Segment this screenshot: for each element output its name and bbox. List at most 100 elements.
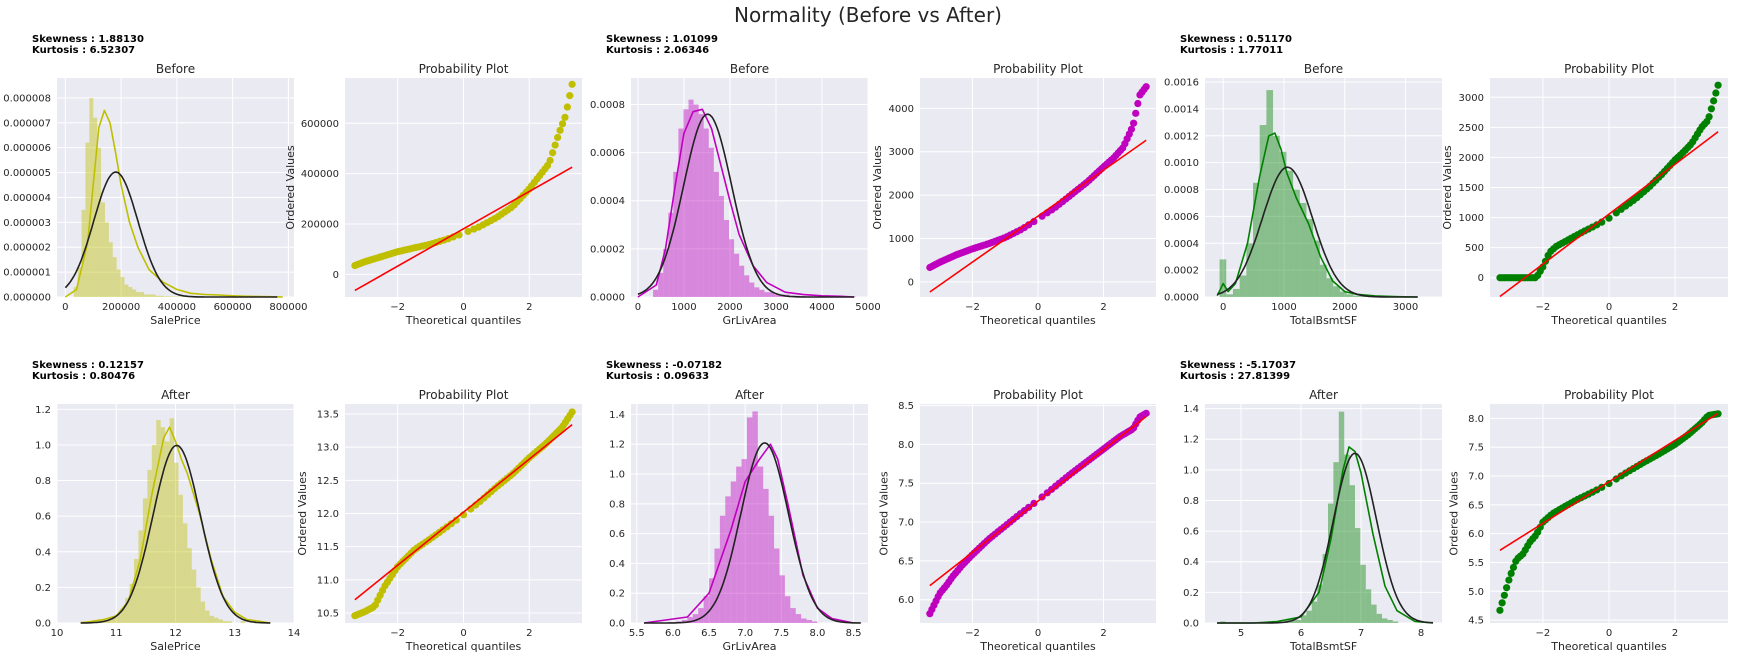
plot-area xyxy=(1205,78,1442,297)
histogram-bar xyxy=(734,253,740,297)
y-tick-label: 0.000006 xyxy=(3,143,51,154)
histogram-bar xyxy=(673,171,679,297)
histogram-bar xyxy=(754,287,760,297)
histogram-bar xyxy=(1246,243,1254,297)
y-tick-label: 7.0 xyxy=(898,518,914,529)
histogram-bar xyxy=(151,294,156,297)
histogram-bar xyxy=(200,601,206,623)
y-tick-label: 0.8 xyxy=(609,499,625,510)
y-tick-label: 12.0 xyxy=(317,509,339,520)
histogram-bar xyxy=(178,494,183,623)
y-tick-label: 0.6 xyxy=(609,529,625,540)
x-tick-label: 0 xyxy=(1606,628,1612,639)
x-tick-label: 3000 xyxy=(1393,302,1418,313)
y-tick-label: 0.000007 xyxy=(3,118,51,129)
histogram-bar xyxy=(140,292,144,297)
histogram-bar xyxy=(681,620,688,623)
histogram-bar xyxy=(214,617,219,623)
panel-title: Probability Plot xyxy=(1564,62,1654,76)
y-tick-label: 13.5 xyxy=(317,409,339,420)
x-tick-label: 2 xyxy=(526,302,532,313)
histogram-bar xyxy=(77,267,82,297)
histogram-bar xyxy=(1239,275,1247,297)
normal-fit-curve xyxy=(80,444,271,624)
y-tick-label: 1.0 xyxy=(35,440,51,451)
x-tick-label: −2 xyxy=(1536,628,1551,639)
panel-title: Probability Plot xyxy=(993,388,1083,402)
histogram-bar xyxy=(718,195,724,297)
histogram-bar xyxy=(93,117,98,298)
data-point xyxy=(556,126,564,134)
histogram-bar xyxy=(739,265,745,297)
data-point xyxy=(568,80,576,88)
y-axis-label: Ordered Values xyxy=(871,145,884,229)
histogram-bar xyxy=(132,289,137,297)
plot-area xyxy=(631,78,868,297)
histogram-bar xyxy=(163,296,168,297)
data-point xyxy=(1507,569,1515,577)
histogram-bar xyxy=(1353,295,1360,297)
x-tick-label: 0 xyxy=(1035,628,1041,639)
histogram-bar xyxy=(108,242,113,297)
panel-probplot-totalbsmtsf-after: −2 0 2 4.5 5.0 5.5 6.0 6.5 7.0 7.5 8.0 Probability … xyxy=(1447,388,1728,653)
histogram-bar xyxy=(683,109,689,298)
histogram-bar xyxy=(142,498,148,623)
y-tick-label: 6.0 xyxy=(1468,529,1484,540)
y-tick-label: 4000 xyxy=(889,104,914,115)
histogram-bar xyxy=(698,114,704,297)
histogram-bar xyxy=(749,282,755,297)
histogram-bar xyxy=(129,583,135,623)
histogram-bar xyxy=(1293,189,1300,297)
x-tick-label: 0 xyxy=(460,302,466,313)
y-tick-label: 0.0002 xyxy=(590,244,625,255)
y-tick-label: 400000 xyxy=(301,169,339,180)
histogram-bar xyxy=(795,614,802,623)
y-tick-label: 0.8 xyxy=(1183,496,1199,507)
y-tick-label: 5.0 xyxy=(1468,587,1484,598)
y-tick-label: 1000 xyxy=(889,234,914,245)
panel-title: Probability Plot xyxy=(993,62,1083,76)
data-point xyxy=(1710,97,1718,105)
histogram-bar xyxy=(240,621,246,623)
histogram-bar xyxy=(768,515,775,623)
histogram-bar xyxy=(120,277,125,297)
y-tick-label: 1.2 xyxy=(609,440,625,451)
histogram-bar xyxy=(1387,619,1393,623)
kde-curve xyxy=(1217,446,1434,624)
y-tick-label: 8.0 xyxy=(898,440,914,451)
y-tick-label: 600000 xyxy=(301,119,339,130)
histogram-bar xyxy=(1253,182,1260,297)
x-tick-label: 12 xyxy=(169,628,182,639)
histogram-bar xyxy=(191,569,197,623)
data-point xyxy=(566,92,574,100)
x-tick-label: 0 xyxy=(1220,302,1226,313)
x-tick-label: 8.5 xyxy=(846,628,862,639)
y-tick-label: 0.000003 xyxy=(3,218,51,229)
plot-area xyxy=(1205,404,1442,623)
histogram-bar xyxy=(1376,613,1382,623)
plot-area xyxy=(57,78,294,297)
y-tick-label: 1500 xyxy=(1459,183,1484,194)
histogram-bar xyxy=(138,530,143,623)
histogram-bar xyxy=(1349,485,1355,623)
x-tick-label: 800000 xyxy=(269,302,307,313)
fit-line xyxy=(1499,412,1719,551)
histogram-bar xyxy=(1333,462,1339,623)
histogram-bar xyxy=(1355,528,1361,623)
data-point xyxy=(1705,113,1713,121)
histogram-bar xyxy=(1344,454,1350,623)
data-point xyxy=(1142,83,1150,91)
figure-suptitle: Normality (Before vs After) xyxy=(734,3,1002,27)
histogram-bar xyxy=(1365,589,1372,623)
histogram-bar xyxy=(784,596,791,623)
x-tick-label: −2 xyxy=(390,628,405,639)
normal-fit-curve xyxy=(637,113,855,298)
histogram-bar xyxy=(174,462,179,623)
y-tick-label: 7.5 xyxy=(1468,443,1484,454)
histogram-bar xyxy=(1326,278,1334,297)
histogram-bar xyxy=(1322,554,1328,623)
x-tick-label: 0 xyxy=(1606,302,1612,313)
x-tick-label: 7.0 xyxy=(737,628,753,639)
x-tick-label: 2000 xyxy=(1332,302,1357,313)
